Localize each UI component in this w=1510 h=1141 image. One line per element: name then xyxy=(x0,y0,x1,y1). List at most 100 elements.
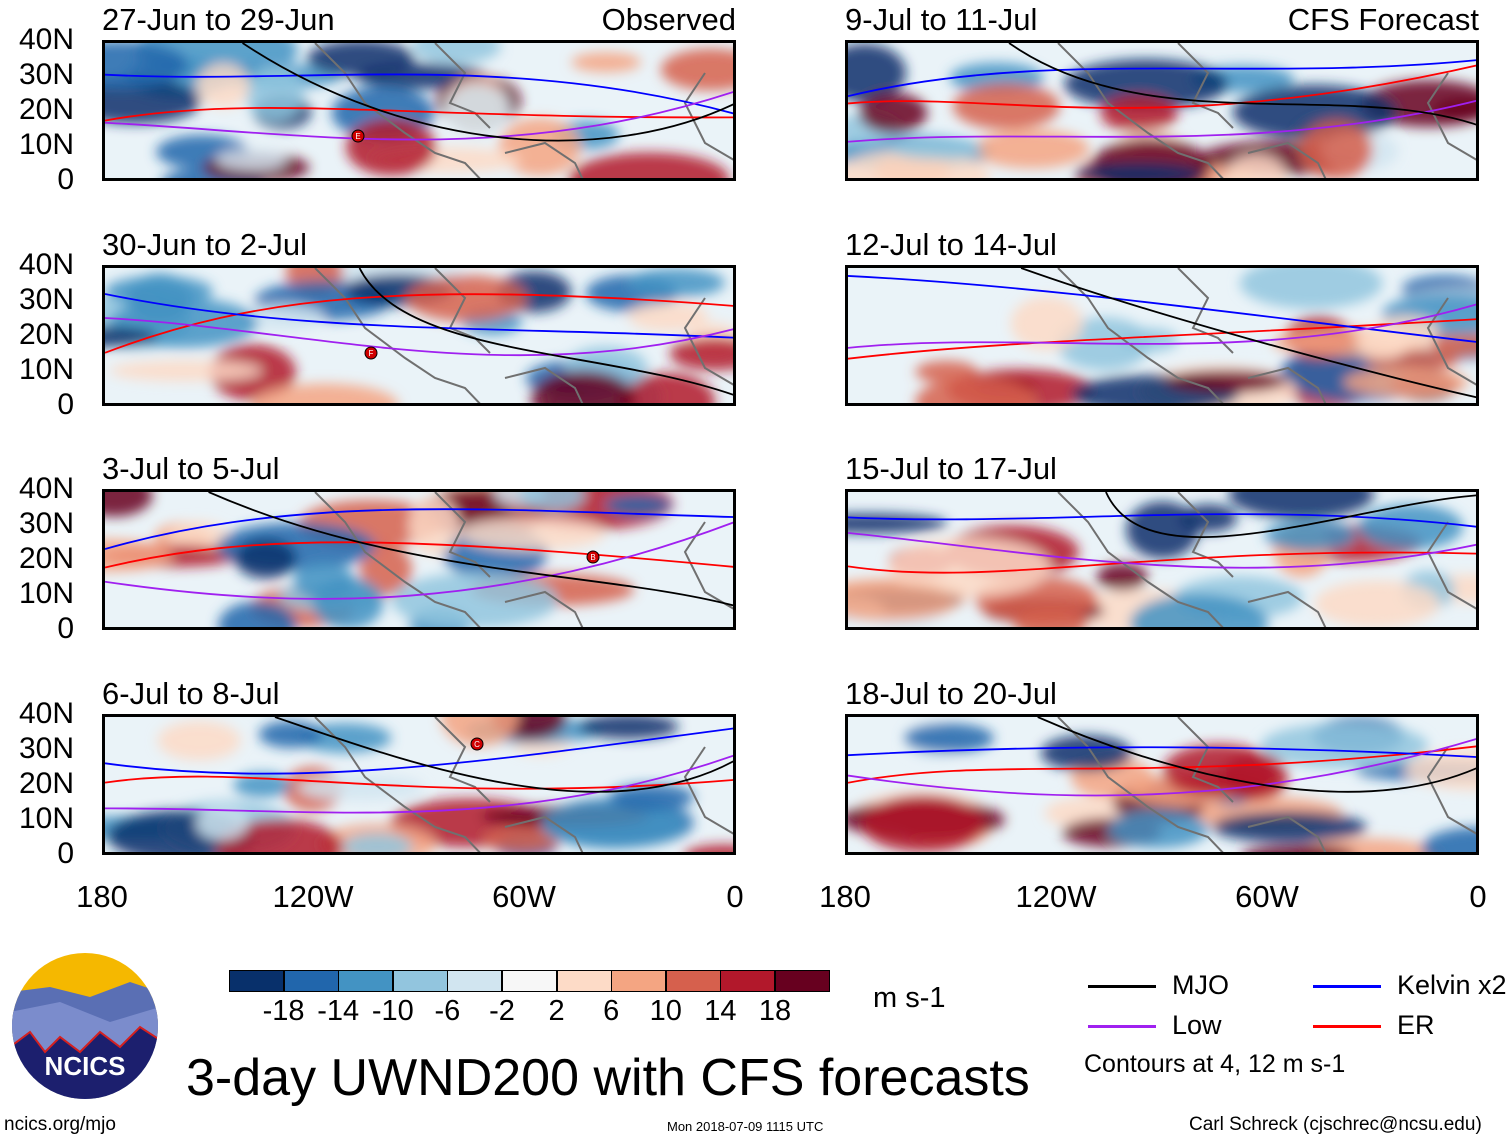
svg-text:NCICS: NCICS xyxy=(45,1051,126,1081)
anomaly-region xyxy=(441,717,519,747)
anomaly-region xyxy=(915,377,1036,403)
anomaly-region xyxy=(444,83,510,136)
anomaly-region xyxy=(1421,827,1476,852)
coastline xyxy=(1057,492,1476,627)
anomaly-region xyxy=(1064,59,1229,110)
panel-title: 27-Jun to 29-Jun xyxy=(102,2,335,37)
legend-line-mjo xyxy=(1088,985,1156,988)
anomaly-region xyxy=(1264,519,1357,552)
anomaly-region xyxy=(974,128,1090,169)
anomaly-region xyxy=(685,844,733,852)
anomaly-region xyxy=(571,52,642,73)
lon-label: 0 xyxy=(726,879,744,914)
anomaly-region xyxy=(409,496,460,556)
main-title: 3-day UWND200 with CFS forecasts xyxy=(186,1049,1030,1107)
anomaly-region xyxy=(540,800,686,849)
anomaly-region xyxy=(298,722,392,753)
lat-label: 40N xyxy=(18,248,74,281)
wave-contour xyxy=(105,107,733,122)
anomaly-region xyxy=(1129,594,1269,627)
contour-note: Contours at 4, 12 m s-1 xyxy=(1084,1050,1346,1078)
lat-label: 10N xyxy=(18,128,74,161)
colorbar-label: 18 xyxy=(758,995,792,1027)
coastline xyxy=(1057,43,1476,178)
anomaly-region xyxy=(1314,580,1440,627)
coastline xyxy=(314,492,733,627)
lat-label: 40N xyxy=(18,23,74,56)
anomaly-region xyxy=(235,538,297,579)
anomaly-region xyxy=(1433,330,1476,357)
colorbar-units: m s-1 xyxy=(873,982,946,1014)
lat-label: 20N xyxy=(18,542,74,575)
anomaly-region xyxy=(1343,367,1469,397)
anomaly-region xyxy=(251,383,399,403)
colorbar-swatch xyxy=(447,970,503,992)
wave-contour xyxy=(358,268,733,396)
anomaly-region xyxy=(619,372,716,403)
wave-contour xyxy=(848,513,1476,528)
anomaly-region xyxy=(605,494,672,516)
anomaly-region xyxy=(890,138,983,160)
wave-contour xyxy=(208,492,733,607)
anomaly-region xyxy=(1096,563,1148,591)
footer-author: Carl Schreck (cjschrec@ncsu.edu) xyxy=(1189,1114,1482,1135)
anomaly-region xyxy=(196,63,250,108)
tropical-storm-icon: F xyxy=(364,346,378,360)
wave-contour xyxy=(105,73,733,115)
wave-contour xyxy=(1008,43,1476,126)
anomaly-region xyxy=(628,301,709,332)
lon-label: 0 xyxy=(1469,879,1487,914)
uwnd-map-panel xyxy=(845,489,1479,630)
panel-tag: Observed xyxy=(601,2,736,37)
svg-text:E: E xyxy=(355,132,360,141)
wave-contour xyxy=(848,531,1476,569)
colorbar-swatch xyxy=(665,970,721,992)
anomaly-region xyxy=(391,572,558,627)
anomaly-region xyxy=(1244,845,1353,852)
colorbar-label: -14 xyxy=(317,995,360,1027)
uwnd-map-panel xyxy=(845,265,1479,406)
colorbar-label: -2 xyxy=(489,995,515,1027)
footer-url: ncics.org/mjo xyxy=(4,1114,116,1135)
lat-label: 0 xyxy=(57,612,74,645)
panel-title: 18-Jul to 20-Jul xyxy=(845,676,1057,711)
wave-contour xyxy=(848,303,1476,349)
colorbar-swatch xyxy=(556,970,612,992)
lat-label: 30N xyxy=(18,283,74,316)
ncics-logo: NCICS xyxy=(10,952,160,1100)
anomaly-region xyxy=(218,601,297,627)
anomaly-region xyxy=(660,48,733,91)
wave-contour xyxy=(848,99,1476,143)
lon-label: 120W xyxy=(272,879,354,914)
anomaly-region xyxy=(1010,296,1084,351)
anomaly-region xyxy=(1225,154,1287,178)
wave-contour xyxy=(105,541,733,569)
anomaly-region xyxy=(405,275,527,322)
wave-contour xyxy=(105,754,733,814)
lat-label: 20N xyxy=(18,767,74,800)
wave-contour xyxy=(1037,717,1476,793)
anomaly-region xyxy=(568,152,730,178)
anomaly-region xyxy=(1107,810,1209,849)
anomaly-region xyxy=(459,516,606,551)
anomaly-region xyxy=(904,723,994,753)
colorbar-label: -10 xyxy=(371,995,414,1027)
anomaly-region xyxy=(1260,722,1429,769)
lat-label: 0 xyxy=(57,388,74,421)
tropical-storm-icon: B xyxy=(586,550,600,564)
anomaly-region xyxy=(216,818,343,852)
colorbar-swatch xyxy=(283,970,339,992)
panel-tag: CFS Forecast xyxy=(1287,2,1479,37)
colorbar-swatch xyxy=(611,970,667,992)
anomaly-region xyxy=(1126,501,1199,559)
wave-contour xyxy=(105,293,733,354)
wave-contour xyxy=(848,275,1476,343)
svg-text:C: C xyxy=(474,740,480,749)
anomaly-region xyxy=(297,774,424,801)
uwnd-map-panel: F xyxy=(102,265,736,406)
colorbar-label: 6 xyxy=(603,995,620,1027)
colorbar-swatch xyxy=(392,970,448,992)
panel-title: 9-Jul to 11-Jul xyxy=(845,2,1038,37)
anomaly-region xyxy=(412,43,501,64)
